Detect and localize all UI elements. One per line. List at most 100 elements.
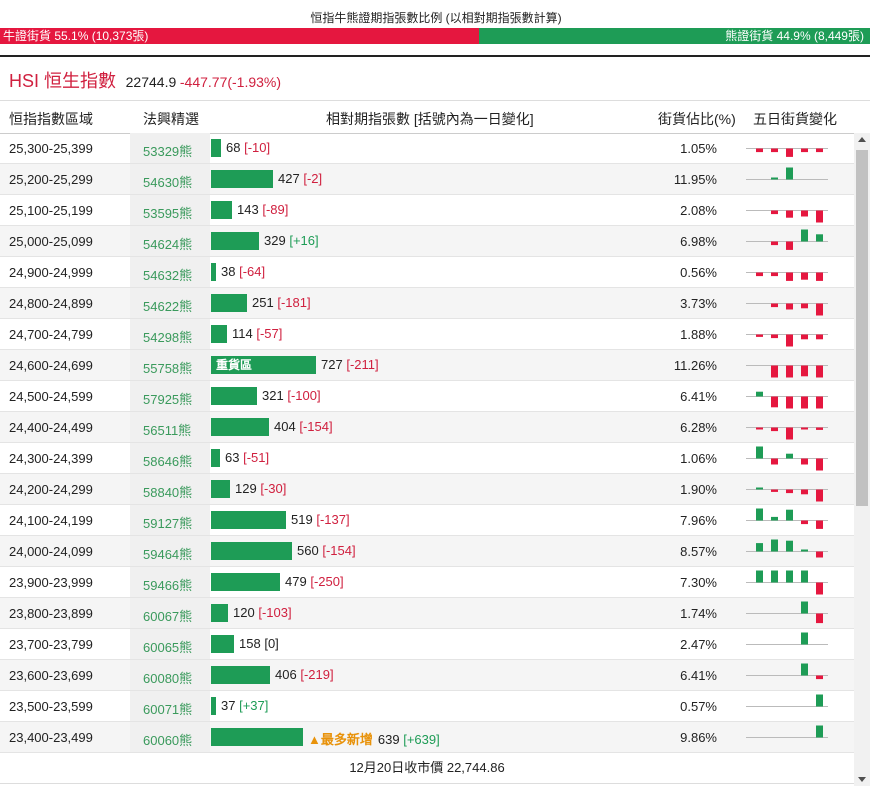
daily-change: [-250]	[310, 574, 344, 589]
scroll-up-arrow-icon[interactable]	[858, 137, 866, 142]
trend-bar	[801, 601, 808, 614]
trend-bar	[816, 551, 823, 558]
contracts-value: 38 [-64]	[221, 264, 265, 279]
trend-bar	[756, 487, 763, 490]
trend-bar	[771, 303, 778, 308]
five-day-trend-chart	[746, 229, 828, 250]
contracts-count: 560	[297, 543, 319, 558]
product-code-link[interactable]: 59464熊	[143, 547, 193, 562]
index-range: 24,800-24,899	[9, 296, 93, 311]
trend-bar	[801, 365, 808, 377]
five-day-trend-chart	[746, 427, 828, 440]
daily-change: [+37]	[239, 698, 269, 713]
contracts-value: 37 [+37]	[221, 698, 268, 713]
street-share: 1.88%	[680, 327, 717, 342]
product-code-link[interactable]: 58646熊	[143, 454, 193, 469]
product-code-link[interactable]: 59466熊	[143, 578, 193, 593]
daily-change: [-211]	[346, 357, 379, 372]
trend-bar	[816, 365, 823, 378]
trend-bar	[801, 489, 808, 495]
contracts-value: 321 [-100]	[262, 388, 321, 403]
ratio-title: 恒指牛熊證期指張數比例 (以相對期指張數計算)	[310, 11, 562, 25]
product-code-link[interactable]: 58840熊	[143, 485, 193, 500]
index-range: 25,300-25,399	[9, 141, 93, 156]
product-code-link[interactable]: 54622熊	[143, 299, 193, 314]
street-share: 1.06%	[680, 451, 717, 466]
trend-bar	[801, 303, 808, 309]
product-code-link[interactable]: 60065熊	[143, 640, 193, 655]
trend-bar	[816, 210, 823, 223]
trend-bar	[801, 520, 808, 525]
street-share: 0.56%	[680, 265, 717, 280]
contracts-bar	[211, 139, 221, 157]
contracts-count: 321	[262, 388, 284, 403]
contracts-value: 727 [-211]	[321, 357, 379, 372]
trend-bar	[771, 570, 778, 583]
contracts-bar	[211, 604, 228, 622]
trend-bar	[801, 427, 808, 430]
trend-bar	[771, 148, 778, 153]
index-range: 24,500-24,599	[9, 389, 93, 404]
product-code-link[interactable]: 54624熊	[143, 237, 193, 252]
index-range: 24,400-24,499	[9, 420, 93, 435]
table-row: 23,800-23,899 60067熊 120 [-103] 1.74%	[0, 598, 854, 629]
five-day-trend-chart	[746, 391, 828, 409]
trend-bar	[786, 210, 793, 218]
product-code-cell: 59127熊	[130, 505, 210, 535]
product-code-link[interactable]: 60080熊	[143, 671, 193, 686]
product-code-link[interactable]: 54298熊	[143, 330, 193, 345]
daily-change: [0]	[264, 636, 279, 651]
product-code-link[interactable]: 54630熊	[143, 175, 193, 190]
product-code-link[interactable]: 59127熊	[143, 516, 193, 531]
trend-bar	[786, 540, 793, 552]
product-code-cell: 54622熊	[130, 288, 210, 318]
contracts-count: 251	[252, 295, 274, 310]
scroll-thumb[interactable]	[856, 150, 868, 506]
product-code-link[interactable]: 60060熊	[143, 733, 193, 748]
trend-bar	[771, 539, 778, 552]
bear-share-segment: 熊證街貨 44.9% (8,449張)	[479, 28, 870, 44]
contracts-bar	[211, 387, 257, 405]
product-code-cell: 53595熊	[130, 195, 210, 225]
product-code-cell: 54630熊	[130, 164, 210, 194]
five-day-trend-chart	[746, 167, 828, 180]
product-code-link[interactable]: 60071熊	[143, 702, 193, 717]
contracts-count: 519	[291, 512, 313, 527]
header-range: 恒指指數區域	[9, 111, 93, 127]
product-code-link[interactable]: 57925熊	[143, 392, 193, 407]
trend-bar	[816, 334, 823, 340]
trend-bar	[786, 453, 793, 459]
daily-change: [-57]	[256, 326, 283, 341]
index-range: 23,800-23,899	[9, 606, 93, 621]
new-addition-tag: ▲最多新增	[308, 732, 373, 747]
index-name: HSI 恒生指數	[9, 71, 117, 91]
contracts-count: 129	[235, 481, 257, 496]
product-code-link[interactable]: 53595熊	[143, 206, 193, 221]
five-day-trend-chart	[746, 508, 828, 529]
trend-bar	[816, 234, 823, 242]
contracts-bar	[211, 325, 227, 343]
trend-bar	[816, 520, 823, 529]
scroll-down-arrow-icon[interactable]	[858, 777, 866, 782]
street-share: 6.98%	[680, 234, 717, 249]
product-code-link[interactable]: 56511熊	[143, 423, 192, 438]
vertical-scrollbar[interactable]	[854, 133, 870, 786]
trend-bar	[801, 458, 808, 465]
trend-bar	[816, 396, 823, 409]
product-code-link[interactable]: 60067熊	[143, 609, 193, 624]
index-range: 23,700-23,799	[9, 637, 93, 652]
product-code-cell: 60060熊	[130, 722, 210, 752]
table-row: 23,500-23,599 60071熊 37 [+37] 0.57%	[0, 691, 854, 722]
contracts-value: 68 [-10]	[226, 140, 270, 155]
five-day-trend-chart	[746, 632, 828, 645]
trend-bar	[801, 229, 808, 242]
table-header: 恒指指數區域 法興精選 相對期指張數 [括號內為一日變化] 街貨佔比(%) 五日…	[0, 100, 870, 134]
product-code-cell: 53329熊	[130, 133, 210, 163]
trend-bar	[756, 148, 763, 153]
product-code-link[interactable]: 53329熊	[143, 144, 193, 159]
product-code-link[interactable]: 54632熊	[143, 268, 193, 283]
street-share: 1.90%	[680, 482, 717, 497]
product-code-cell: 58840熊	[130, 474, 210, 504]
street-share: 6.28%	[680, 420, 717, 435]
product-code-link[interactable]: 55758熊	[143, 361, 193, 376]
